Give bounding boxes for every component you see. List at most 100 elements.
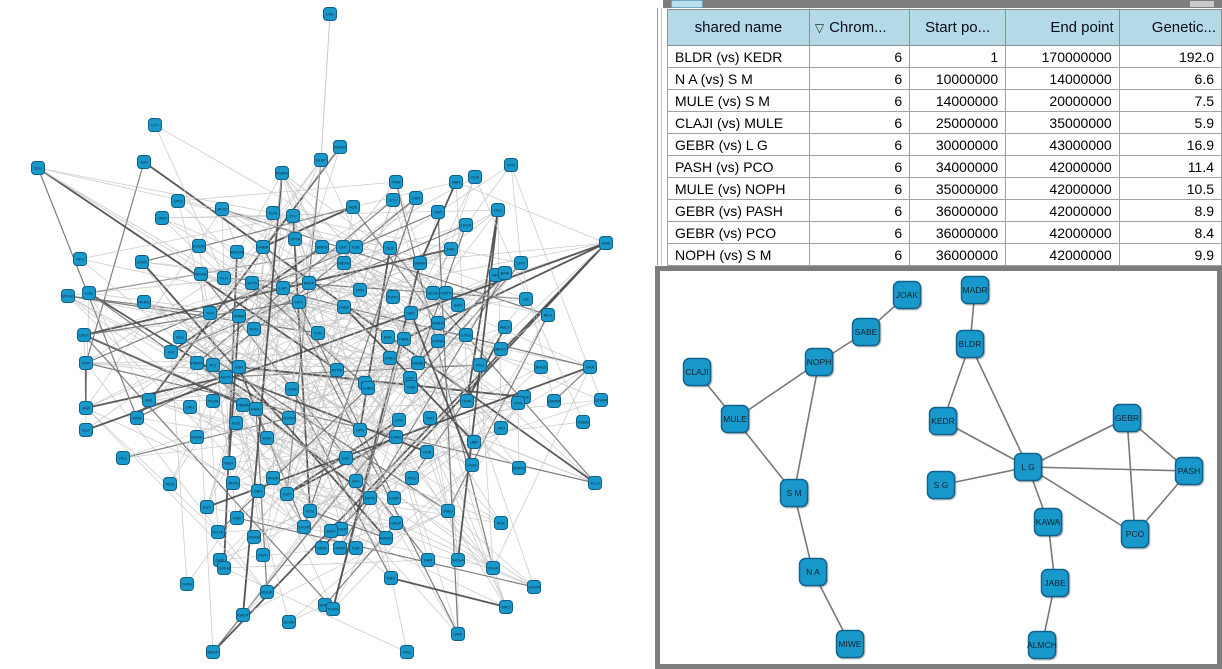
table-row[interactable]: GEBR (vs) PCO 6 36000000 42000000 8.4	[667, 221, 1222, 244]
table-cell[interactable]: PASH (vs) PCO	[667, 155, 810, 178]
network-node[interactable]: SEOU	[426, 286, 440, 300]
network-node[interactable]: UPO	[171, 194, 185, 208]
table-cell[interactable]: 6	[808, 45, 911, 68]
network-node[interactable]: TLLO	[588, 476, 602, 490]
network-node[interactable]: MEH	[222, 456, 236, 470]
network-edge[interactable]	[1027, 466, 1136, 535]
detail-node-PCO[interactable]: PCO	[1120, 519, 1150, 549]
network-node[interactable]: GPTA	[288, 232, 302, 246]
network-node[interactable]: OEL	[116, 451, 130, 465]
table-cell[interactable]: 14000000	[1005, 67, 1120, 90]
network-node[interactable]: JHW	[79, 401, 93, 415]
network-node[interactable]: MTGO	[61, 289, 75, 303]
network-node[interactable]: GHL	[142, 393, 156, 407]
network-node[interactable]: PMOA	[190, 356, 204, 370]
network-node[interactable]: WJO	[247, 322, 261, 336]
table-cell[interactable]: 42000000	[1005, 221, 1120, 244]
network-node[interactable]: PRM	[389, 175, 403, 189]
network-node[interactable]: MER	[315, 541, 329, 555]
detail-node-CLAJI[interactable]: CLAJI	[682, 357, 712, 387]
column-header-0[interactable]: shared name	[667, 9, 810, 46]
detail-node-MADR[interactable]: MADR	[960, 275, 990, 305]
panel-splitter[interactable]	[657, 8, 658, 265]
column-header-2[interactable]: Start po...	[909, 9, 1007, 46]
network-node[interactable]: ESP	[280, 487, 294, 501]
table-row[interactable]: GEBR (vs) PASH 6 36000000 42000000 8.9	[667, 199, 1222, 222]
network-node[interactable]: LHK	[323, 7, 337, 21]
table-cell[interactable]: 20000000	[1005, 89, 1120, 112]
network-node[interactable]: LOU	[82, 286, 96, 300]
network-node[interactable]: GPTN	[245, 276, 259, 290]
network-node[interactable]: LSL	[519, 292, 533, 306]
network-node[interactable]: KGH	[260, 431, 274, 445]
network-node[interactable]: BRKS	[315, 240, 329, 254]
network-node[interactable]: GUE	[468, 170, 482, 184]
table-cell[interactable]: 8.4	[1118, 221, 1222, 244]
detail-node-GEBR[interactable]: GEBR	[1112, 403, 1142, 433]
network-node[interactable]: MLG	[541, 308, 555, 322]
network-node[interactable]: RBO	[384, 571, 398, 585]
network-node[interactable]: OGKB	[247, 530, 261, 544]
network-node[interactable]: NSAM	[275, 166, 289, 180]
network-node[interactable]: JKJO	[215, 202, 229, 216]
network-node[interactable]: HMEW	[431, 316, 445, 330]
network-node[interactable]: UTJ	[148, 118, 162, 132]
table-cell[interactable]: 192.0	[1118, 45, 1222, 68]
table-cell[interactable]: NOPH (vs) S M	[667, 243, 810, 266]
network-node[interactable]: NBR	[449, 175, 463, 189]
network-node[interactable]: GLP	[79, 423, 93, 437]
table-cell[interactable]: 9.9	[1118, 243, 1222, 266]
network-node[interactable]: OHP	[420, 445, 434, 459]
network-node[interactable]: HABR	[256, 240, 270, 254]
network-node[interactable]: GGKM	[217, 561, 231, 575]
table-cell[interactable]: 36000000	[909, 199, 1007, 222]
table-cell[interactable]: 36000000	[909, 243, 1007, 266]
network-edge[interactable]	[1027, 466, 1190, 472]
network-node[interactable]: PBWA	[236, 398, 250, 412]
network-node[interactable]: LAEA	[337, 300, 351, 314]
network-node[interactable]: THKG	[383, 351, 397, 365]
network-node[interactable]: JABL	[444, 242, 458, 256]
network-node[interactable]: WGUW	[230, 245, 244, 259]
network-node[interactable]: NTN	[504, 158, 518, 172]
detail-node-SM[interactable]: S M	[779, 478, 809, 508]
network-node[interactable]: UBP	[467, 435, 481, 449]
network-node[interactable]: TMML	[397, 332, 411, 346]
network-node[interactable]: GWH	[180, 577, 194, 591]
network-node[interactable]: UKHM	[527, 580, 541, 594]
table-cell[interactable]: 10.5	[1118, 177, 1222, 200]
detail-node-NA[interactable]: N A	[798, 557, 828, 587]
network-node[interactable]: TSM	[404, 380, 418, 394]
network-node[interactable]: TKA	[203, 306, 217, 320]
table-cell[interactable]: 35000000	[1005, 111, 1120, 134]
table-cell[interactable]: 11.4	[1118, 155, 1222, 178]
network-node[interactable]: TWTP	[439, 286, 453, 300]
network-node[interactable]: EUS	[200, 500, 214, 514]
network-node[interactable]: BWML	[379, 531, 393, 545]
table-scroll-handle[interactable]	[1190, 1, 1214, 7]
table-cell[interactable]: BLDR (vs) KEDR	[667, 45, 810, 68]
network-node[interactable]: ABLN	[498, 320, 512, 334]
network-node[interactable]: PUE	[230, 511, 244, 525]
table-row[interactable]: MULE (vs) NOPH 6 35000000 42000000 10.5	[667, 177, 1222, 200]
column-header-3[interactable]: End point	[1005, 9, 1120, 46]
network-node[interactable]: THGM	[297, 520, 311, 534]
network-node[interactable]: LPH	[392, 413, 406, 427]
table-cell[interactable]: 42000000	[1005, 199, 1120, 222]
network-node[interactable]: OUL	[173, 330, 187, 344]
network-node[interactable]: LKGS	[459, 218, 473, 232]
network-node[interactable]: PGJ	[473, 358, 487, 372]
network-edge[interactable]	[940, 466, 1029, 486]
network-node[interactable]: PLT	[206, 358, 220, 372]
table-row[interactable]: BLDR (vs) KEDR 6 1 170000000 192.0	[667, 45, 1222, 68]
table-cell[interactable]: MULE (vs) NOPH	[667, 177, 810, 200]
network-node[interactable]: ONT	[336, 240, 350, 254]
table-cell[interactable]: N A (vs) S M	[667, 67, 810, 90]
network-node[interactable]: BNUP	[206, 645, 220, 659]
table-cell[interactable]: CLAJI (vs) MULE	[667, 111, 810, 134]
detail-node-MULE[interactable]: MULE	[720, 404, 750, 434]
network-node[interactable]: POO	[405, 471, 419, 485]
network-node[interactable]: NHB	[599, 236, 613, 250]
network-node[interactable]: NSTM	[282, 411, 296, 425]
table-cell[interactable]: 6	[808, 177, 911, 200]
